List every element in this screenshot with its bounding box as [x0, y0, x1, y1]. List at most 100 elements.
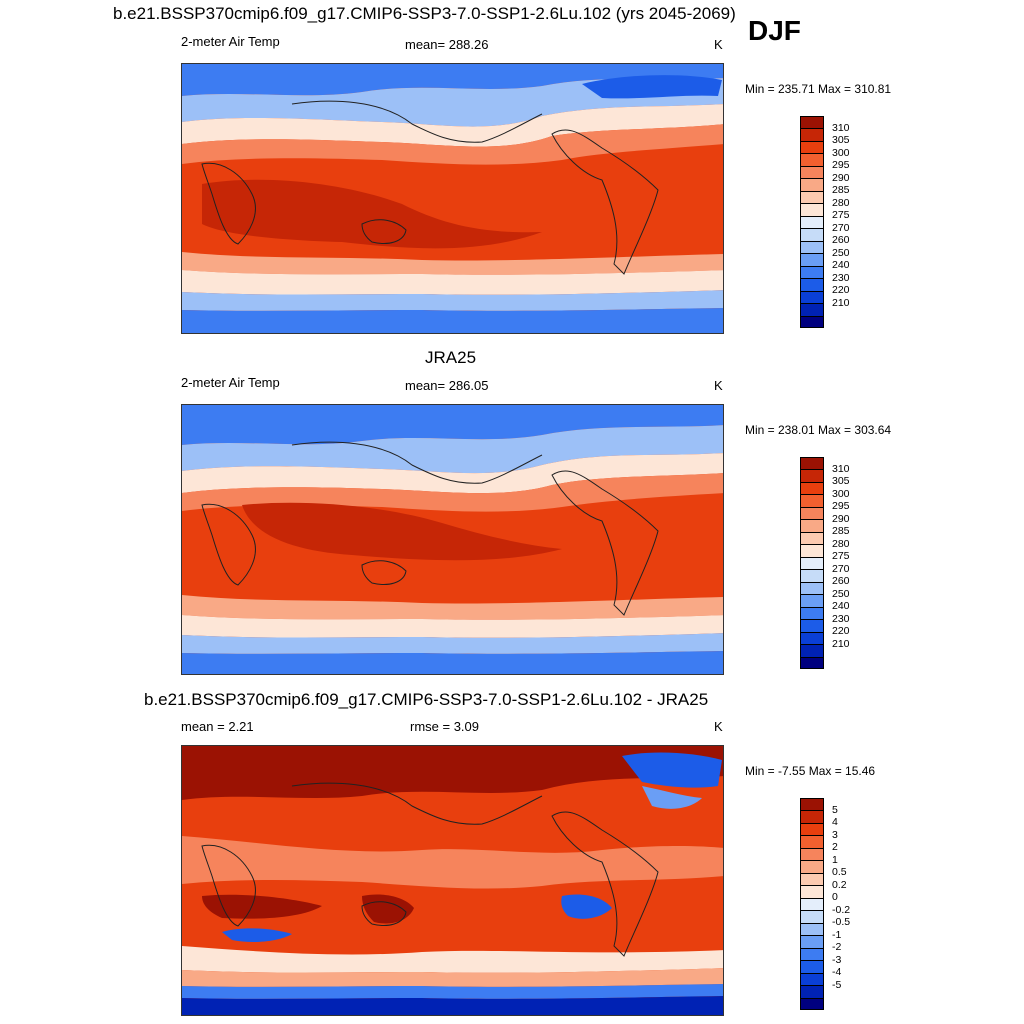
colorbar-tick-label: 210 — [832, 637, 850, 650]
colorbar-cell — [800, 922, 824, 936]
colorbar-cell — [800, 203, 824, 216]
panel1-units: K — [714, 37, 723, 52]
colorbar-cell — [800, 178, 824, 191]
colorbar-cell — [800, 985, 824, 998]
colorbar-tick-label: 295 — [832, 159, 850, 172]
colorbar-cell — [800, 265, 824, 279]
colorbar-cell — [800, 544, 824, 557]
colorbar-cell — [800, 165, 824, 179]
colorbar-cell — [800, 935, 824, 948]
colorbar-tick-label: 5 — [832, 803, 838, 816]
colorbar-tick-label: 240 — [832, 259, 850, 272]
colorbar-tick-label: 270 — [832, 562, 850, 575]
panel2-mean: mean= 286.05 — [405, 378, 489, 393]
colorbar-tick-label: 230 — [832, 271, 850, 284]
colorbar-cell — [800, 469, 824, 482]
colorbar-tick-label: 3 — [832, 828, 838, 841]
colorbar-tick-label: 285 — [832, 525, 850, 538]
colorbar-tick-label: 290 — [832, 171, 850, 184]
panel1-minmax: Min = 235.71 Max = 310.81 — [745, 82, 892, 96]
colorbar-cell — [800, 519, 824, 532]
colorbar-cell — [800, 556, 824, 570]
colorbar-frame — [800, 116, 824, 328]
colorbar-cell — [800, 885, 824, 898]
colorbar-cell — [800, 290, 824, 304]
colorbar-cell — [800, 644, 824, 657]
colorbar-tick-label: 260 — [832, 234, 850, 247]
colorbar-tick-label: 290 — [832, 512, 850, 525]
colorbar-cell — [800, 860, 824, 873]
colorbar-tick-label: 250 — [832, 587, 850, 600]
colorbar-cell — [800, 569, 824, 582]
panel2-units: K — [714, 378, 723, 393]
colorbar-cell — [800, 947, 824, 961]
colorbar-tick-label: -4 — [832, 966, 842, 979]
panel3-contour-field — [182, 746, 723, 1015]
panel3-units: K — [714, 719, 723, 734]
colorbar-tick-label: -5 — [832, 978, 842, 991]
colorbar-frame — [800, 798, 824, 1010]
panel3-mean: mean = 2.21 — [181, 719, 254, 734]
colorbar-tick-label: 210 — [832, 296, 850, 309]
colorbar-tick-label: -1 — [832, 928, 842, 941]
colorbar-tick-label: 220 — [832, 284, 850, 297]
panel1-variable: 2-meter Air Temp — [181, 34, 280, 49]
colorbar-cell — [800, 531, 824, 545]
colorbar-cell — [800, 960, 824, 973]
colorbar-cell — [800, 303, 824, 316]
colorbar-tick-label: 240 — [832, 600, 850, 613]
colorbar-cell — [800, 140, 824, 154]
colorbar-cell — [800, 278, 824, 291]
panel3-colorbar: 5 4 3 2 1 0.5 0.2 0 -0.2 -0.5 -1 -2 -3 -4 -5 — [800, 798, 850, 1010]
panel1-colorbar: 310 305 300 295 290 285 280 275 270 260 250 240 230 2… — [800, 116, 850, 328]
colorbar-cell — [800, 457, 824, 470]
colorbar-cell — [800, 116, 824, 129]
colorbar-tick-label: 220 — [832, 625, 850, 638]
colorbar-cell — [800, 631, 824, 645]
colorbar-cell — [800, 215, 824, 229]
colorbar-cell — [800, 494, 824, 507]
colorbar-cell — [800, 190, 824, 204]
panel2-variable: 2-meter Air Temp — [181, 375, 280, 390]
colorbar-tick-label: 2 — [832, 841, 838, 854]
colorbar-cell — [800, 240, 824, 254]
colorbar-cell — [800, 128, 824, 141]
panel2-title: JRA25 — [425, 348, 477, 367]
colorbar-cell — [800, 153, 824, 166]
colorbar-tick-label: -3 — [832, 953, 842, 966]
colorbar-tick-label: 0 — [832, 891, 838, 904]
colorbar-frame — [800, 457, 824, 669]
panel3-minmax: Min = -7.55 Max = 15.46 — [745, 764, 876, 778]
panel1-map — [181, 63, 724, 334]
colorbar-tick-label: 280 — [832, 196, 850, 209]
colorbar-tick-label: 310 — [832, 121, 850, 134]
colorbar-tick-label: 285 — [832, 184, 850, 197]
colorbar-tick-label: 230 — [832, 612, 850, 625]
colorbar-cell — [800, 228, 824, 241]
colorbar-tick-label: 270 — [832, 221, 850, 234]
panel2-minmax: Min = 238.01 Max = 303.64 — [745, 423, 892, 437]
colorbar-tick-label: 1 — [832, 853, 838, 866]
colorbar-cell — [800, 606, 824, 620]
colorbar-cell — [800, 619, 824, 632]
colorbar-cell — [800, 798, 824, 811]
colorbar-cell — [800, 897, 824, 911]
colorbar-tick-label: 4 — [832, 816, 838, 829]
figure-title: b.e21.BSSP370cmip6.f09_g17.CMIP6-SSP3-7.… — [113, 4, 736, 23]
colorbar-cell — [800, 835, 824, 848]
panel2-contour-field — [182, 405, 723, 674]
colorbar-cell — [800, 872, 824, 886]
panel2-map — [181, 404, 724, 675]
panel3-map — [181, 745, 724, 1016]
colorbar-cell — [800, 847, 824, 861]
panel1-contour-field — [182, 64, 723, 333]
colorbar-tick-label: -0.2 — [832, 903, 851, 916]
colorbar-tick-label: -0.5 — [832, 916, 851, 929]
colorbar-tick-label: 250 — [832, 246, 850, 259]
colorbar-tick-label: 305 — [832, 134, 850, 147]
colorbar-tick-label: 305 — [832, 475, 850, 488]
colorbar-tick-label: 260 — [832, 575, 850, 588]
colorbar-cell — [800, 253, 824, 266]
colorbar-tick-label: -2 — [832, 941, 842, 954]
panel1-mean: mean= 288.26 — [405, 37, 489, 52]
